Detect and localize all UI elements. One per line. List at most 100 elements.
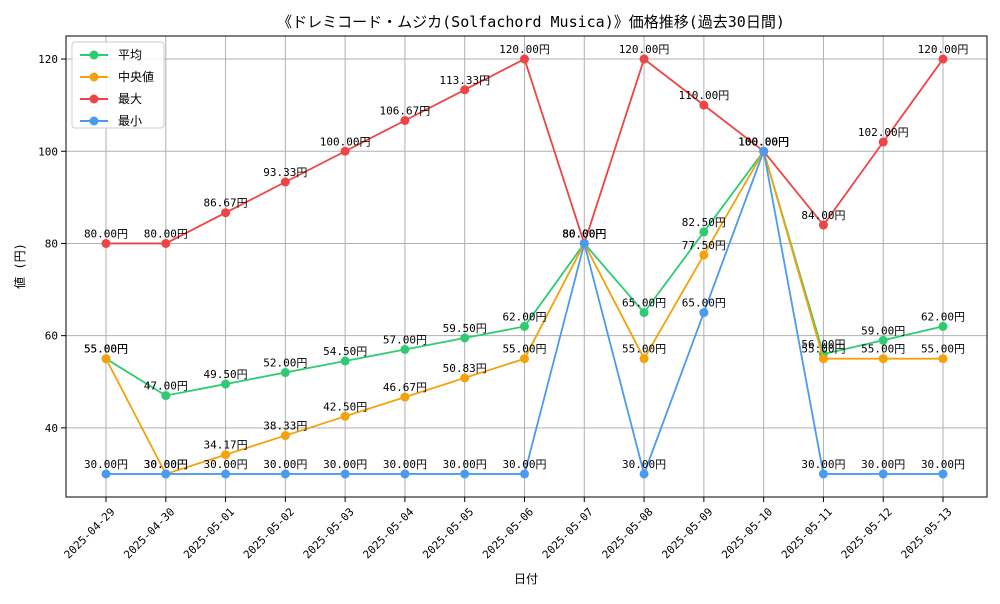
data-point [818, 220, 828, 230]
data-label: 30.00円 [144, 458, 188, 471]
x-tick-label: 2025-05-10 [719, 505, 775, 561]
data-point [639, 469, 649, 479]
x-tick-label: 2025-04-30 [121, 505, 177, 561]
data-label: 55.00円 [84, 343, 128, 356]
data-label: 100.00円 [738, 135, 789, 148]
x-tick-label: 2025-05-12 [839, 505, 895, 561]
data-label: 38.33円 [263, 420, 307, 433]
data-label: 30.00円 [622, 458, 666, 471]
legend-swatch-marker [89, 72, 99, 82]
data-point [460, 333, 470, 343]
data-point [340, 411, 350, 421]
data-point [699, 227, 709, 237]
data-point [520, 321, 529, 331]
data-label: 30.00円 [84, 458, 128, 471]
data-point [818, 354, 828, 364]
data-label: 80.00円 [562, 227, 606, 240]
x-tick-label: 2025-05-09 [659, 505, 715, 561]
data-point [400, 344, 410, 354]
data-label: 80.00円 [562, 227, 606, 240]
data-point [878, 354, 888, 364]
data-label: 30.00円 [921, 458, 965, 471]
data-label: 65.00円 [682, 297, 726, 310]
x-tick-label: 2025-04-29 [62, 505, 118, 561]
legend-box [71, 41, 165, 129]
legend-entry-label: 平均 [118, 48, 142, 62]
data-label: 55.00円 [84, 343, 128, 356]
data-label: 30.00円 [204, 458, 248, 471]
data-point [280, 368, 290, 378]
data-point [161, 469, 171, 479]
chart-title: 《ドレミコード・ムジカ(Solfachord Musica)》価格推移(過去30… [277, 13, 785, 31]
y-tick-label: 80 [45, 237, 58, 250]
data-point [938, 321, 948, 331]
data-label: 100.00円 [738, 135, 789, 148]
data-point [759, 146, 769, 156]
data-point [340, 356, 350, 366]
legend-entry-label: 最大 [118, 92, 142, 106]
legend-swatch-marker [89, 94, 99, 104]
data-label: 62.00円 [921, 310, 965, 323]
data-label: 80.00円 [562, 227, 606, 240]
data-label: 49.50円 [204, 368, 248, 381]
data-point [221, 379, 231, 389]
data-point [639, 54, 649, 64]
data-label: 120.00円 [619, 43, 670, 56]
data-label: 102.00円 [858, 126, 909, 139]
data-point [161, 238, 171, 248]
x-axis-label: 日付 [514, 572, 538, 586]
data-label: 55.00円 [502, 343, 546, 356]
data-label: 30.00円 [861, 458, 905, 471]
data-label: 30.00円 [801, 458, 845, 471]
data-label: 100.00円 [738, 135, 789, 148]
data-label: 54.50円 [323, 345, 367, 358]
data-point [878, 335, 888, 345]
data-label: 34.17円 [204, 439, 248, 452]
legend-entry-label: 中央値 [118, 69, 154, 84]
data-label: 42.50円 [323, 400, 367, 413]
data-point [639, 308, 649, 318]
legend-swatch-marker [89, 116, 99, 126]
data-label: 30.00円 [502, 458, 546, 471]
data-point [460, 85, 470, 95]
data-label: 52.00円 [263, 357, 307, 370]
x-tick-label: 2025-05-02 [241, 505, 297, 561]
data-label: 120.00円 [499, 43, 550, 56]
data-label: 30.00円 [323, 458, 367, 471]
x-tick-label: 2025-05-13 [899, 505, 955, 561]
data-label: 30.00円 [263, 458, 307, 471]
data-label: 106.67円 [380, 105, 431, 118]
data-label: 57.00円 [383, 333, 427, 346]
data-labels-layer: 55.00円 47.00円 49.50円 52.00円 54.50円 57.00円 59.5… [84, 43, 968, 471]
data-label: 82.50円 [682, 216, 726, 229]
x-tick-label: 2025-05-04 [360, 505, 416, 561]
x-tick-label: 2025-05-06 [480, 505, 536, 561]
data-label: 93.33円 [263, 166, 307, 179]
data-label: 86.67円 [204, 197, 248, 210]
data-label: 80.00円 [562, 227, 606, 240]
data-point [101, 469, 111, 479]
data-label: 100.00円 [738, 135, 789, 148]
data-point [221, 469, 231, 479]
data-point [520, 469, 529, 479]
legend-entry-label: 最小 [118, 114, 142, 128]
data-label: 47.00円 [144, 380, 188, 393]
data-point [938, 469, 948, 479]
data-label: 59.00円 [861, 324, 905, 337]
data-point [878, 469, 888, 479]
y-tick-label: 60 [45, 330, 58, 343]
data-point [340, 146, 350, 156]
data-point [878, 137, 888, 147]
data-point [699, 100, 709, 110]
grid-layer [66, 36, 987, 497]
data-point [520, 54, 529, 64]
data-label: 50.83円 [443, 362, 487, 375]
x-tick-label: 2025-05-05 [420, 505, 476, 561]
legend-swatch-marker [89, 50, 99, 60]
y-tick-label: 120 [38, 53, 58, 66]
data-point [101, 238, 111, 248]
data-label: 65.00円 [622, 297, 666, 310]
data-label: 80.00円 [144, 227, 188, 240]
